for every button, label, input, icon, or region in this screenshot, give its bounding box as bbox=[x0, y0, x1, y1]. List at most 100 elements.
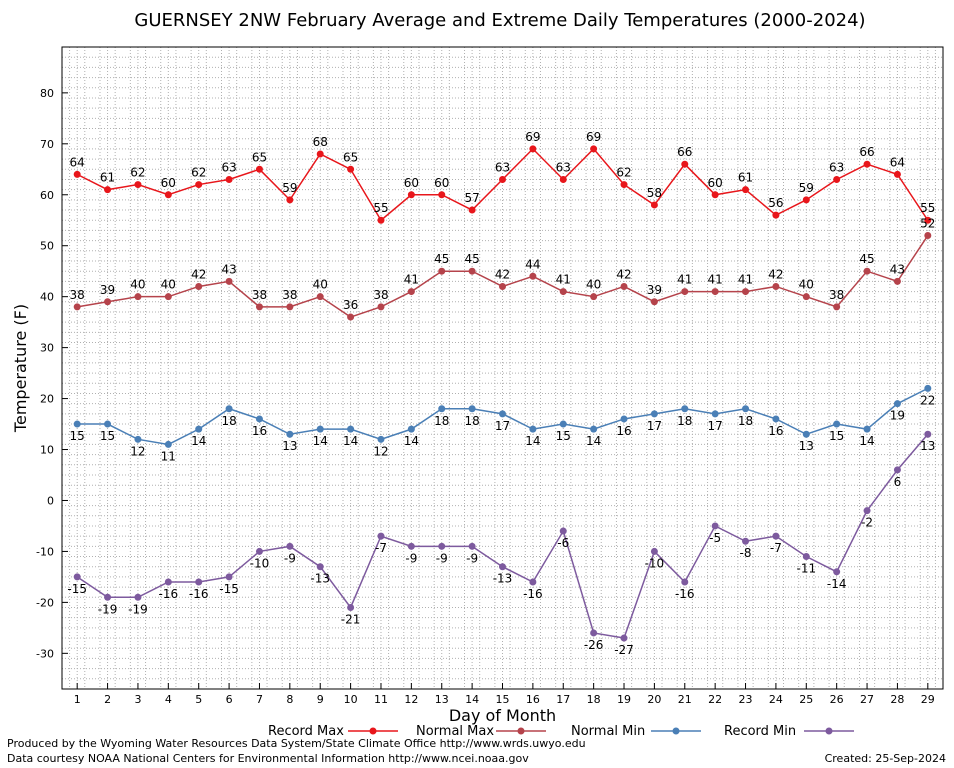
data-point bbox=[134, 293, 142, 301]
data-label: 38 bbox=[252, 288, 267, 302]
y-tick-label: 40 bbox=[40, 291, 54, 304]
data-point bbox=[924, 384, 932, 392]
data-label: 60 bbox=[708, 176, 723, 190]
data-point bbox=[407, 425, 415, 433]
data-point bbox=[620, 415, 628, 423]
data-label: -9 bbox=[436, 551, 448, 565]
data-point bbox=[468, 206, 476, 214]
data-label: 38 bbox=[829, 288, 844, 302]
data-label: -5 bbox=[709, 531, 721, 545]
data-point bbox=[468, 542, 476, 550]
legend-marker bbox=[517, 727, 525, 735]
data-point bbox=[590, 425, 598, 433]
x-tick-label: 2 bbox=[104, 693, 111, 706]
legend-label: Normal Max bbox=[416, 724, 494, 739]
y-axis: -30 -20 -10 0 10 20 30 40 50 60 70 80 bbox=[36, 87, 68, 660]
data-label: 15 bbox=[829, 429, 844, 443]
x-tick-label: 12 bbox=[404, 693, 418, 706]
x-axis-label: Day of Month bbox=[449, 706, 556, 725]
data-label: 15 bbox=[100, 429, 115, 443]
data-point bbox=[711, 288, 719, 296]
data-point bbox=[468, 405, 476, 413]
y-tick-label: 20 bbox=[40, 393, 54, 406]
data-label: 39 bbox=[647, 283, 662, 297]
data-point bbox=[893, 170, 901, 178]
data-point bbox=[104, 420, 112, 428]
data-point bbox=[407, 542, 415, 550]
x-tick-label: 9 bbox=[317, 693, 324, 706]
x-tick-label: 17 bbox=[556, 693, 570, 706]
data-point bbox=[742, 537, 750, 545]
data-label: 13 bbox=[799, 439, 814, 453]
data-point bbox=[833, 303, 841, 311]
data-label: -7 bbox=[770, 541, 782, 555]
data-point bbox=[802, 430, 810, 438]
data-point bbox=[893, 277, 901, 285]
legend-item: Record Min bbox=[724, 724, 854, 739]
data-label: 66 bbox=[677, 145, 692, 159]
data-point bbox=[377, 303, 385, 311]
data-label: 64 bbox=[890, 155, 905, 169]
data-label: 6 bbox=[894, 475, 902, 489]
data-label: 14 bbox=[191, 434, 206, 448]
data-point bbox=[377, 532, 385, 540]
y-tick-label: 0 bbox=[47, 494, 54, 507]
data-label: 58 bbox=[647, 186, 662, 200]
data-label: 39 bbox=[100, 283, 115, 297]
legend-marker bbox=[825, 727, 833, 735]
data-point bbox=[134, 181, 142, 189]
data-label: 38 bbox=[70, 288, 85, 302]
data-label: -11 bbox=[796, 562, 816, 576]
data-point bbox=[802, 196, 810, 204]
data-label: 45 bbox=[859, 252, 874, 266]
data-label: 16 bbox=[616, 424, 631, 438]
y-tick-label: -10 bbox=[36, 545, 54, 558]
footer-produced-by: Produced by the Wyoming Water Resources … bbox=[7, 737, 586, 750]
data-label: 62 bbox=[130, 166, 145, 180]
data-label: 41 bbox=[404, 273, 419, 287]
data-label: 65 bbox=[343, 150, 358, 164]
data-label: -14 bbox=[827, 577, 847, 591]
data-point bbox=[347, 425, 355, 433]
data-point bbox=[407, 191, 415, 199]
x-tick-label: 20 bbox=[647, 693, 661, 706]
x-tick-label: 13 bbox=[435, 693, 449, 706]
data-label: 60 bbox=[434, 176, 449, 190]
data-point bbox=[802, 553, 810, 561]
data-point bbox=[559, 527, 567, 535]
data-point bbox=[590, 629, 598, 637]
data-point bbox=[73, 573, 81, 581]
x-tick-label: 28 bbox=[890, 693, 904, 706]
y-tick-label: 50 bbox=[40, 240, 54, 253]
data-label: 52 bbox=[920, 217, 935, 231]
x-tick-label: 5 bbox=[195, 693, 202, 706]
data-label: -16 bbox=[189, 587, 209, 601]
legend-label: Record Max bbox=[268, 724, 344, 739]
data-point bbox=[438, 542, 446, 550]
data-label: 61 bbox=[738, 171, 753, 185]
y-tick-label: 30 bbox=[40, 342, 54, 355]
data-label: 60 bbox=[404, 176, 419, 190]
data-label: 22 bbox=[920, 393, 935, 407]
data-label: 18 bbox=[464, 414, 479, 428]
legend-label: Normal Min bbox=[571, 724, 645, 739]
data-point bbox=[681, 578, 689, 586]
data-point bbox=[863, 160, 871, 168]
data-point bbox=[833, 175, 841, 183]
y-tick-label: -30 bbox=[36, 647, 54, 660]
x-tick-label: 14 bbox=[465, 693, 479, 706]
x-tick-label: 8 bbox=[286, 693, 293, 706]
data-label: 62 bbox=[616, 166, 631, 180]
data-label: 68 bbox=[313, 135, 328, 149]
series-record-min: -15 -19 -19 -16 -16 -15 -10 -9 -13 -21 -7 -9 -9 -9 -13… bbox=[67, 430, 935, 657]
data-point bbox=[529, 425, 537, 433]
footer-data-courtesy: Data courtesy NOAA National Centers for … bbox=[7, 752, 529, 765]
x-tick-label: 25 bbox=[799, 693, 813, 706]
x-tick-label: 26 bbox=[830, 693, 844, 706]
data-label: 57 bbox=[464, 191, 479, 205]
data-label: -27 bbox=[614, 643, 634, 657]
data-label: 45 bbox=[434, 252, 449, 266]
data-point bbox=[347, 603, 355, 611]
legend-marker bbox=[672, 727, 680, 735]
data-point bbox=[893, 466, 901, 474]
